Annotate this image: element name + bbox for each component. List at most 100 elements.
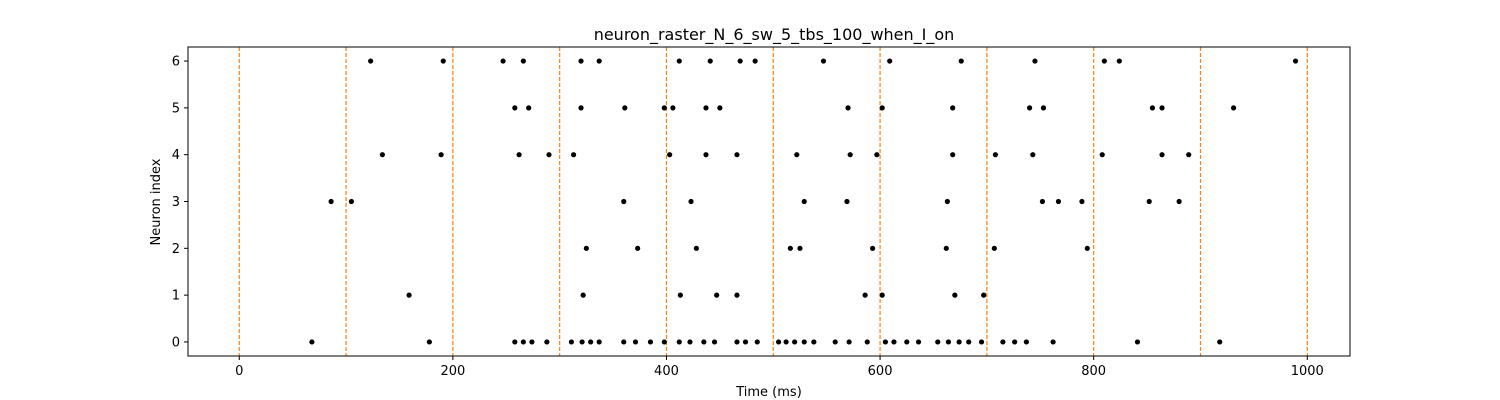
spike-marker <box>891 339 897 345</box>
spike-marker <box>1023 339 1029 345</box>
spike-marker <box>500 58 506 64</box>
spike-marker <box>869 245 876 251</box>
spike-marker <box>687 339 693 345</box>
spike-marker <box>1079 198 1085 205</box>
spike-marker <box>1146 198 1152 205</box>
spike-marker <box>1012 339 1018 345</box>
spike-marker <box>978 339 985 345</box>
spike-marker <box>309 339 315 345</box>
spike-marker <box>864 339 870 345</box>
spike-marker <box>635 245 641 251</box>
spike-marker <box>621 198 627 205</box>
spike-marker <box>583 245 589 251</box>
spike-marker <box>676 58 682 64</box>
spike-marker <box>1230 105 1237 111</box>
spike-marker <box>520 339 526 345</box>
spike-marker <box>512 339 518 345</box>
spike-marker <box>943 245 949 251</box>
spike-marker <box>958 58 964 64</box>
spike-marker <box>754 339 760 345</box>
spike-marker <box>544 339 550 345</box>
spike-marker <box>734 152 740 158</box>
spike-marker <box>661 105 667 111</box>
spike-marker <box>956 339 962 345</box>
spike-marker <box>578 105 584 111</box>
spike-marker <box>368 58 374 64</box>
spike-marker <box>526 105 532 111</box>
spike-marker <box>904 339 910 345</box>
spike-marker <box>693 245 699 251</box>
spike-marker <box>622 105 628 111</box>
spike-marker <box>512 105 518 111</box>
spike-marker <box>529 339 535 345</box>
y-tick-label: 2 <box>172 242 180 257</box>
y-axis-ticks: 0 1 2 3 4 5 6 <box>172 55 188 350</box>
chart-title: neuron_raster_N_6_sw_5_tbs_100_when_I_on <box>594 25 955 45</box>
x-tick-label: 200 <box>440 364 465 379</box>
spike-marker <box>792 339 798 345</box>
spike-marker <box>1101 58 1107 64</box>
spike-marker <box>621 339 627 345</box>
spike-marker <box>811 339 817 345</box>
spike-marker <box>440 58 446 64</box>
spike-marker <box>348 198 355 205</box>
y-tick-label: 1 <box>172 289 180 304</box>
spike-marker <box>887 58 893 64</box>
plot-frame <box>187 46 1351 357</box>
spike-marker <box>438 152 444 158</box>
x-tick-label: 0 <box>235 364 243 379</box>
spike-marker <box>844 198 850 205</box>
spike-marker <box>379 152 385 158</box>
x-tick-label: 1000 <box>1291 364 1324 379</box>
spike-marker <box>1026 105 1033 111</box>
spike-marker <box>981 292 987 298</box>
spike-marker <box>1032 58 1038 64</box>
spike-marker <box>580 292 586 298</box>
spike-marker <box>707 58 713 64</box>
spike-marker <box>879 292 885 298</box>
spike-marker <box>847 152 853 158</box>
spike-marker <box>1116 58 1122 64</box>
spike-marker <box>742 339 749 345</box>
spike-marker <box>794 152 800 158</box>
spike-marker <box>991 245 997 251</box>
spike-marker <box>862 292 868 298</box>
x-tick-label: 600 <box>868 364 893 379</box>
y-tick-label: 6 <box>172 55 180 70</box>
spike-marker <box>935 339 941 345</box>
spike-marker <box>966 339 972 345</box>
spike-marker <box>578 58 584 64</box>
x-axis-ticks: 0 200 400 600 800 1000 <box>235 356 1324 379</box>
spike-marker <box>703 105 709 111</box>
spike-marker <box>647 339 654 345</box>
y-tick-label: 0 <box>172 335 180 350</box>
spike-marker <box>783 339 789 345</box>
spike-marker <box>661 339 667 345</box>
spike-marker <box>752 58 758 64</box>
spike-marker <box>801 339 807 345</box>
spike-marker <box>1217 339 1223 345</box>
spike-marker <box>516 152 522 158</box>
spike-marker <box>688 198 694 205</box>
spike-marker <box>1159 152 1165 158</box>
spike-marker <box>667 152 673 158</box>
spike-marker <box>776 339 782 345</box>
spike-marker <box>734 292 740 298</box>
spike-marker <box>832 339 838 345</box>
x-tick-label: 400 <box>654 364 679 379</box>
spike-marker <box>879 105 885 111</box>
y-tick-label: 4 <box>172 148 180 163</box>
spike-marker <box>520 58 526 64</box>
spike-marker <box>1000 339 1006 345</box>
spike-marker <box>1084 245 1090 251</box>
spike-marker <box>426 339 432 345</box>
spike-marker <box>1040 105 1047 111</box>
spike-marker <box>737 58 743 64</box>
spike-marker <box>882 339 889 345</box>
spike-marker <box>596 339 602 345</box>
spike-marker <box>1186 152 1192 158</box>
spike-marker <box>992 152 999 158</box>
spike-marker <box>846 339 852 345</box>
spike-marker <box>1030 152 1036 158</box>
